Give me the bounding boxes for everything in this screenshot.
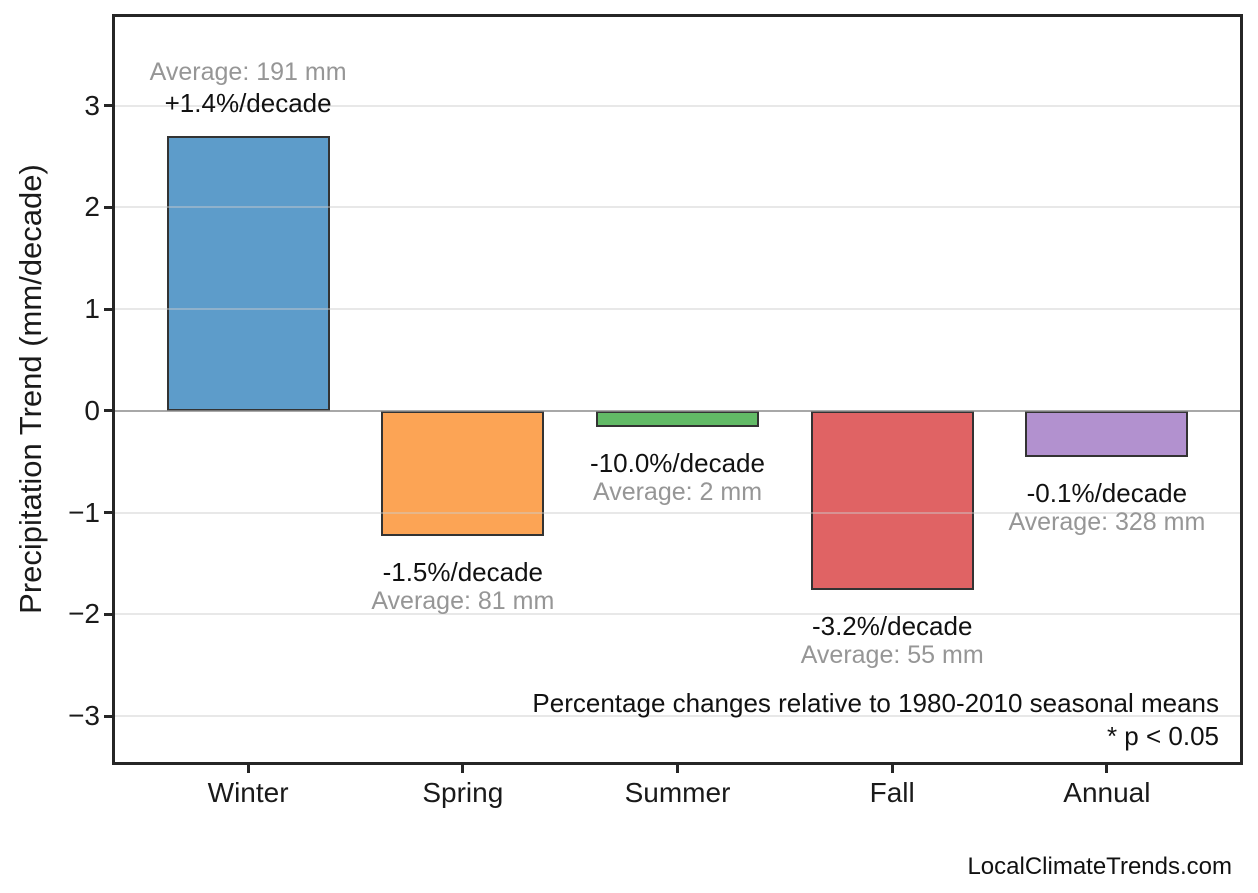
y-tick-mark xyxy=(104,104,112,108)
x-tick-label-annual: Annual xyxy=(1063,777,1151,808)
y-axis-title: Precipitation Trend (mm/decade) xyxy=(13,164,48,614)
y-tick-label: 3 xyxy=(84,89,100,121)
x-tick-mark xyxy=(1105,765,1109,773)
bar-annual xyxy=(1025,410,1189,457)
y-tick-mark xyxy=(104,409,112,413)
footer-watermark: LocalClimateTrends.com xyxy=(967,853,1232,880)
x-tick-label-summer: Summer xyxy=(624,777,731,808)
bar-spring xyxy=(381,410,545,537)
annotation-note: Percentage changes relative to 1980-2010… xyxy=(532,687,1219,753)
x-tick-mark xyxy=(246,765,250,773)
bar-pct-label-annual: -0.1%/decade xyxy=(1026,477,1188,508)
y-tick-label: 1 xyxy=(84,293,100,325)
gridline-y--3 xyxy=(115,715,1240,718)
x-tick-label-spring: Spring xyxy=(422,777,504,808)
bar-pct-label-spring: -1.5%/decade xyxy=(382,557,544,588)
bar-pct-label-winter: +1.4%/decade xyxy=(164,88,332,119)
bar-avg-label-fall: Average: 55 mm xyxy=(800,640,984,669)
x-tick-mark xyxy=(890,765,894,773)
gridline-y-0 xyxy=(115,409,1240,412)
y-tick-mark xyxy=(104,511,112,515)
y-tick-mark xyxy=(104,714,112,718)
gridline-y--2 xyxy=(115,613,1240,616)
annotation-line-1: Percentage changes relative to 1980-2010… xyxy=(532,688,1219,718)
bar-pct-label-fall: -3.2%/decade xyxy=(811,610,973,641)
y-tick-label: −3 xyxy=(68,700,100,732)
bar-winter xyxy=(166,136,330,411)
bar-summer xyxy=(595,410,760,428)
annotation-line-2: * p < 0.05 xyxy=(1106,721,1219,751)
y-tick-label: −2 xyxy=(68,598,100,630)
y-tick-label: −1 xyxy=(68,496,100,528)
gridline-y-3 xyxy=(115,104,1240,107)
y-tick-label: 0 xyxy=(84,394,100,426)
x-tick-label-winter: Winter xyxy=(207,777,289,808)
gridline-y-1 xyxy=(115,308,1240,311)
y-tick-label: 2 xyxy=(84,191,100,223)
bar-avg-label-winter: Average: 191 mm xyxy=(149,58,347,87)
gridline-y-2 xyxy=(115,206,1240,209)
y-tick-mark xyxy=(104,612,112,616)
bar-avg-label-spring: Average: 81 mm xyxy=(371,587,555,616)
x-tick-label-fall: Fall xyxy=(869,777,915,808)
y-tick-mark xyxy=(104,307,112,311)
y-tick-mark xyxy=(104,205,112,209)
bar-fall xyxy=(810,410,974,590)
bar-avg-label-annual: Average: 328 mm xyxy=(1008,507,1206,536)
bar-pct-label-summer: -10.0%/decade xyxy=(590,448,765,479)
x-tick-mark xyxy=(461,765,465,773)
bar-avg-label-summer: Average: 2 mm xyxy=(592,478,763,507)
gridline-y--1 xyxy=(115,511,1240,514)
x-tick-mark xyxy=(676,765,679,773)
